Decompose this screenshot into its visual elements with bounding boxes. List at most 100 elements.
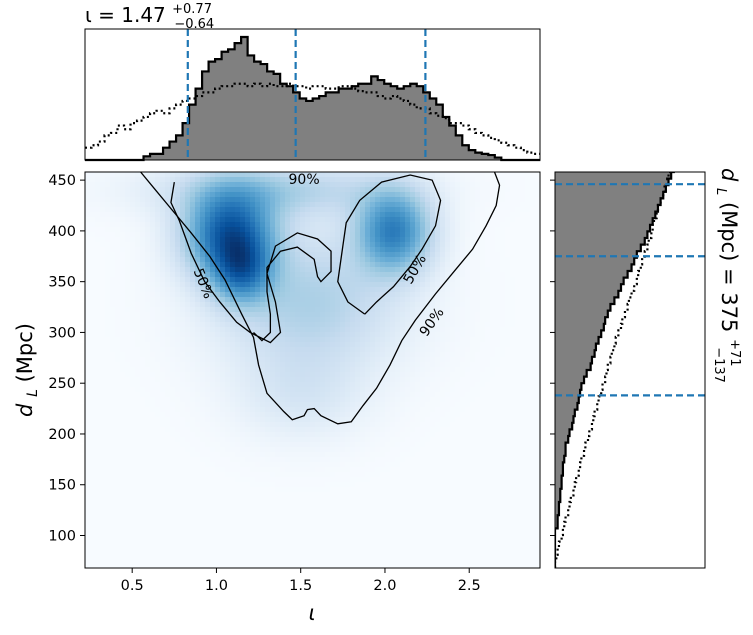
heatmap-cell	[255, 182, 261, 188]
heatmap-cell	[360, 352, 366, 358]
heatmap-cell	[495, 262, 501, 268]
heatmap-cell	[390, 267, 396, 273]
heatmap-cell	[465, 237, 471, 243]
heatmap-cell	[475, 287, 481, 293]
heatmap-cell	[335, 292, 341, 298]
heatmap-cell	[95, 332, 101, 338]
heatmap-cell	[505, 417, 511, 423]
heatmap-cell	[460, 317, 466, 323]
heatmap-cell	[465, 182, 471, 188]
heatmap-cell	[255, 292, 261, 298]
heatmap-cell	[310, 272, 316, 278]
heatmap-cell	[435, 237, 441, 243]
heatmap-cell	[455, 252, 461, 258]
heatmap-cell	[450, 347, 456, 353]
heatmap-cell	[440, 277, 446, 283]
heatmap-cell	[500, 177, 506, 183]
heatmap-cell	[170, 267, 176, 273]
heatmap-cell	[285, 272, 291, 278]
heatmap-cell	[260, 362, 266, 368]
heatmap-cell	[130, 337, 136, 343]
heatmap-cell	[380, 282, 386, 288]
heatmap-cell	[305, 317, 311, 323]
heatmap-cell	[530, 212, 536, 218]
heatmap-cell	[520, 247, 526, 253]
heatmap-cell	[355, 212, 361, 218]
heatmap-cell	[175, 302, 181, 308]
heatmap-cell	[125, 242, 131, 248]
heatmap-cell	[380, 277, 386, 283]
heatmap-cell	[355, 402, 361, 408]
heatmap-cell	[460, 357, 466, 363]
heatmap-cell	[260, 302, 266, 308]
heatmap-cell	[445, 387, 451, 393]
heatmap-cell	[250, 322, 256, 328]
heatmap-cell	[400, 422, 406, 428]
heatmap-cell	[480, 412, 486, 418]
heatmap-cell	[435, 252, 441, 258]
heatmap-cell	[265, 307, 271, 313]
heatmap-cell	[385, 387, 391, 393]
heatmap-cell	[350, 317, 356, 323]
heatmap-cell	[245, 177, 251, 183]
heatmap-cell	[395, 267, 401, 273]
heatmap-cell	[400, 237, 406, 243]
heatmap-cell	[520, 332, 526, 338]
top-hist-bar	[156, 153, 164, 160]
heatmap-cell	[140, 272, 146, 278]
heatmap-cell	[155, 302, 161, 308]
heatmap-cell	[270, 232, 276, 238]
heatmap-cell	[480, 367, 486, 373]
heatmap-cell	[305, 392, 311, 398]
heatmap-cell	[90, 267, 96, 273]
heatmap-cell	[395, 322, 401, 328]
heatmap-cell	[210, 282, 216, 288]
heatmap-cell	[110, 377, 116, 383]
heatmap-cell	[175, 287, 181, 293]
heatmap-cell	[265, 367, 271, 373]
heatmap-cell	[130, 207, 136, 213]
heatmap-cell	[330, 362, 336, 368]
heatmap-cell	[390, 227, 396, 233]
heatmap-cell	[455, 367, 461, 373]
heatmap-cell	[440, 307, 446, 313]
heatmap-cell	[305, 322, 311, 328]
joint-density-panel: 90%90%50% 50% 0.5 1.0 1.5 2.0 2.5 10015020025…	[13, 171, 541, 625]
heatmap-cell	[355, 387, 361, 393]
heatmap-cell	[230, 307, 236, 313]
heatmap-cell	[300, 207, 306, 213]
heatmap-cell	[110, 292, 116, 298]
heatmap-cell	[310, 432, 316, 438]
heatmap-cell	[275, 222, 281, 228]
heatmap-cell	[480, 432, 486, 438]
heatmap-cell	[495, 207, 501, 213]
heatmap-cell	[230, 237, 236, 243]
heatmap-cell	[140, 397, 146, 403]
heatmap-cell	[210, 357, 216, 363]
heatmap-cell	[160, 277, 166, 283]
heatmap-cell	[290, 352, 296, 358]
heatmap-cell	[240, 402, 246, 408]
heatmap-cell	[470, 387, 476, 393]
heatmap-cell	[90, 247, 96, 253]
heatmap-cell	[500, 262, 506, 268]
heatmap-cell	[445, 227, 451, 233]
heatmap-cell	[170, 182, 176, 188]
heatmap-cell	[245, 182, 251, 188]
heatmap-cell	[360, 197, 366, 203]
heatmap-cell	[455, 192, 461, 198]
heatmap-cell	[270, 312, 276, 318]
heatmap-cell	[95, 237, 101, 243]
heatmap-cell	[95, 422, 101, 428]
heatmap-cell	[325, 387, 331, 393]
heatmap-cell	[305, 292, 311, 298]
heatmap-cell	[215, 272, 221, 278]
heatmap-cell	[145, 257, 151, 263]
heatmap-cell	[495, 292, 501, 298]
heatmap-cell	[150, 422, 156, 428]
heatmap-cell	[130, 267, 136, 273]
heatmap-cell	[495, 307, 501, 313]
heatmap-cell	[140, 257, 146, 263]
heatmap-cell	[510, 397, 516, 403]
heatmap-cell	[205, 272, 211, 278]
